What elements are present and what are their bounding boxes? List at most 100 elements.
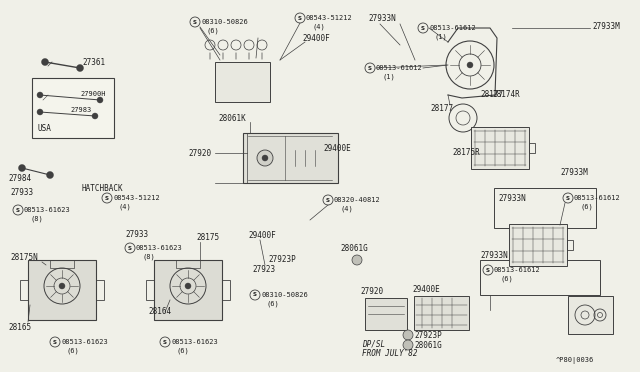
Text: 08513-61623: 08513-61623 <box>171 339 218 345</box>
Text: (6): (6) <box>67 348 80 354</box>
Text: 28175: 28175 <box>196 232 219 241</box>
Text: 28165: 28165 <box>8 323 31 331</box>
Text: 28061K: 28061K <box>218 113 246 122</box>
Text: (4): (4) <box>119 204 132 210</box>
Text: 27984: 27984 <box>8 173 31 183</box>
Text: (6): (6) <box>500 276 513 282</box>
Text: 08513-61623: 08513-61623 <box>24 207 71 213</box>
Text: (8): (8) <box>30 216 43 222</box>
Circle shape <box>47 171 54 179</box>
Text: 27933N: 27933N <box>368 13 396 22</box>
Bar <box>154 260 222 320</box>
Text: 27933M: 27933M <box>560 167 588 176</box>
Bar <box>28 260 96 320</box>
Text: S: S <box>105 196 109 201</box>
Text: 28061G: 28061G <box>414 341 442 350</box>
Text: 27923P: 27923P <box>414 330 442 340</box>
Text: 27923: 27923 <box>252 266 275 275</box>
Bar <box>365 298 407 330</box>
Text: S: S <box>421 26 425 31</box>
Bar <box>471 127 529 169</box>
Text: S: S <box>566 196 570 201</box>
Text: (8): (8) <box>142 254 155 260</box>
Circle shape <box>403 340 413 350</box>
Text: 28177: 28177 <box>430 103 453 112</box>
Circle shape <box>97 97 103 103</box>
Text: S: S <box>193 19 197 25</box>
Text: (6): (6) <box>580 204 593 210</box>
Circle shape <box>185 283 191 289</box>
Circle shape <box>19 164 26 171</box>
Bar <box>215 62 270 102</box>
Text: S: S <box>163 340 167 344</box>
Text: DP/SL: DP/SL <box>362 340 385 349</box>
Circle shape <box>352 255 362 265</box>
Text: 28175R: 28175R <box>452 148 480 157</box>
Text: 08513-61623: 08513-61623 <box>136 245 183 251</box>
Circle shape <box>59 283 65 289</box>
Text: 27920: 27920 <box>360 288 383 296</box>
Text: 27361: 27361 <box>82 58 105 67</box>
Text: ^P80|0036: ^P80|0036 <box>556 356 595 363</box>
Text: (6): (6) <box>267 301 280 307</box>
Bar <box>494 188 596 228</box>
Text: S: S <box>16 208 20 212</box>
Circle shape <box>262 155 268 161</box>
Text: 27923P: 27923P <box>268 256 296 264</box>
Bar <box>32 78 114 138</box>
Text: (6): (6) <box>207 28 220 34</box>
Text: S: S <box>298 16 302 20</box>
Text: S: S <box>326 198 330 202</box>
Text: (1): (1) <box>382 74 395 80</box>
Text: S: S <box>128 246 132 250</box>
Bar <box>20 280 28 300</box>
Text: 27933M: 27933M <box>592 22 620 31</box>
Text: 27933: 27933 <box>10 187 33 196</box>
Text: (6): (6) <box>177 348 189 354</box>
Bar <box>146 280 154 300</box>
Text: 29400F: 29400F <box>302 33 330 42</box>
Bar <box>96 280 104 300</box>
Text: 27900H: 27900H <box>80 91 106 97</box>
Text: 27933: 27933 <box>125 230 148 238</box>
Bar <box>222 280 230 300</box>
Text: 27933N: 27933N <box>480 250 508 260</box>
Text: 29400E: 29400E <box>323 144 351 153</box>
Circle shape <box>77 64 83 71</box>
Text: 08543-51212: 08543-51212 <box>306 15 353 21</box>
Text: 08513-61612: 08513-61612 <box>574 195 621 201</box>
Circle shape <box>92 113 98 119</box>
Text: 27933N: 27933N <box>498 193 525 202</box>
Text: 08513-61623: 08513-61623 <box>61 339 108 345</box>
Bar <box>509 224 567 266</box>
Text: 08543-51212: 08543-51212 <box>113 195 160 201</box>
Circle shape <box>42 58 49 65</box>
Text: 08310-50826: 08310-50826 <box>261 292 308 298</box>
Text: 28177: 28177 <box>480 90 503 99</box>
Text: 08320-40812: 08320-40812 <box>334 197 381 203</box>
Bar <box>567 240 573 250</box>
Bar <box>176 260 200 268</box>
Text: 08310-50826: 08310-50826 <box>201 19 248 25</box>
Text: USA: USA <box>38 124 52 132</box>
Text: S: S <box>253 292 257 298</box>
Text: 29400E: 29400E <box>412 285 440 295</box>
Text: 08513-61612: 08513-61612 <box>376 65 423 71</box>
Text: HATCHBACK: HATCHBACK <box>82 183 124 192</box>
Text: (1): (1) <box>435 34 448 40</box>
Text: 08513-61612: 08513-61612 <box>429 25 476 31</box>
Circle shape <box>257 150 273 166</box>
Circle shape <box>37 92 43 98</box>
Text: 28175N: 28175N <box>10 253 38 263</box>
Text: 27920: 27920 <box>188 148 211 157</box>
Circle shape <box>37 109 43 115</box>
Bar <box>568 296 613 334</box>
Bar <box>414 296 469 330</box>
Text: 28164: 28164 <box>148 308 171 317</box>
Text: (4): (4) <box>312 24 324 30</box>
Circle shape <box>467 62 473 68</box>
Text: (4): (4) <box>340 206 353 212</box>
Text: 28061G: 28061G <box>340 244 368 253</box>
Bar <box>480 260 600 295</box>
Bar <box>50 260 74 268</box>
